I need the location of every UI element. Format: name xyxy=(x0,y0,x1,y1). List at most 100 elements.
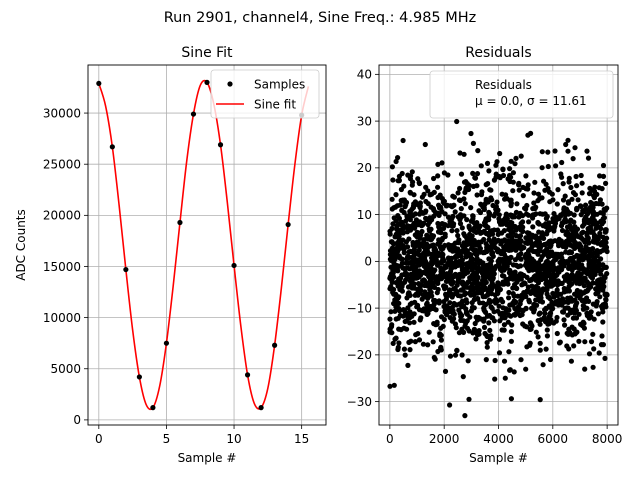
residual-point xyxy=(457,185,463,192)
residual-point xyxy=(470,140,476,146)
residual-point xyxy=(584,288,591,294)
residual-point xyxy=(513,244,520,250)
residual-point xyxy=(473,240,479,246)
residual-point xyxy=(401,346,407,352)
residual-point xyxy=(507,219,514,225)
residual-point xyxy=(492,239,499,245)
residual-point xyxy=(494,248,500,254)
residual-point xyxy=(545,163,551,170)
residual-point xyxy=(598,342,605,348)
residual-point xyxy=(524,289,530,295)
residual-point xyxy=(590,229,596,235)
residual-point xyxy=(581,325,588,331)
residual-point xyxy=(470,216,476,222)
residual-point xyxy=(393,158,399,165)
residual-point xyxy=(572,297,578,303)
residual-point xyxy=(391,205,397,211)
residual-point xyxy=(596,350,602,356)
residual-point xyxy=(544,231,550,237)
residual-point xyxy=(455,214,461,220)
residual-point xyxy=(471,292,477,298)
residual-point xyxy=(573,173,579,180)
residual-point xyxy=(450,193,456,199)
residual-point xyxy=(555,187,561,193)
sample-point xyxy=(272,342,278,348)
residual-point xyxy=(470,264,476,270)
residual-point xyxy=(402,352,408,358)
residual-point xyxy=(397,245,403,251)
residual-point xyxy=(447,402,453,408)
residual-point xyxy=(518,153,524,159)
residual-point xyxy=(519,294,525,300)
residual-point xyxy=(392,297,398,303)
residual-point xyxy=(453,260,459,267)
residual-point xyxy=(566,265,572,271)
residual-point xyxy=(448,256,454,262)
residual-point xyxy=(412,339,418,345)
residual-point xyxy=(464,262,470,268)
residual-point xyxy=(551,320,557,326)
residual-point xyxy=(417,200,423,206)
residual-point xyxy=(533,277,539,283)
sine-fit-ticks: 0 5 10 15 0 5000 10000 15000 20000 25000 30000 xyxy=(43,106,309,446)
residual-point xyxy=(446,277,452,283)
residual-point xyxy=(469,304,476,310)
residuals-ytick-label: 20 xyxy=(357,161,372,175)
residual-point xyxy=(555,268,561,274)
residual-point xyxy=(481,249,487,255)
residual-point xyxy=(472,175,478,181)
residual-point xyxy=(475,148,481,154)
residual-point xyxy=(543,346,549,352)
residual-point xyxy=(475,275,481,281)
residual-point xyxy=(541,315,547,321)
residual-point xyxy=(387,383,393,389)
residuals-xtick-label: 8000 xyxy=(592,432,623,446)
residual-point xyxy=(510,213,516,219)
residual-point xyxy=(582,239,588,245)
residual-point xyxy=(581,304,587,310)
residual-point xyxy=(566,179,572,185)
residual-point xyxy=(506,307,512,313)
residual-point xyxy=(511,300,517,306)
residual-point xyxy=(393,316,399,322)
sample-point xyxy=(109,144,115,150)
residuals-legend-line: μ = 0.0, σ = 11.61 xyxy=(475,94,587,108)
residual-point xyxy=(559,159,565,166)
residual-point xyxy=(400,137,406,144)
residual-point xyxy=(604,292,610,298)
residual-point xyxy=(505,233,511,239)
residuals-ytick-label: 10 xyxy=(357,208,372,222)
residual-point xyxy=(523,366,529,372)
residual-point xyxy=(596,260,602,266)
residual-point xyxy=(423,215,429,221)
residual-point xyxy=(458,317,464,323)
residual-point xyxy=(496,336,502,342)
residual-point xyxy=(409,169,415,175)
residual-point xyxy=(412,225,418,231)
residual-point xyxy=(403,260,409,266)
residual-point xyxy=(457,221,464,227)
residual-point xyxy=(409,300,415,306)
residual-point xyxy=(407,347,413,353)
residual-point xyxy=(461,151,467,157)
residuals-axes: Residuals 0 2000 4000 6000 8000 −30 −20 −10 0 10 2… xyxy=(347,45,623,465)
residual-point xyxy=(486,168,492,174)
sample-point xyxy=(285,221,291,228)
residual-point xyxy=(567,242,573,248)
residuals-xtick-label: 2000 xyxy=(429,432,460,446)
sample-point xyxy=(96,80,102,87)
residual-point xyxy=(590,213,596,219)
residual-point xyxy=(404,229,410,235)
residual-point xyxy=(390,177,396,183)
residual-point xyxy=(519,245,525,251)
residuals-xtick-label: 6000 xyxy=(538,432,569,446)
residual-point xyxy=(588,339,595,345)
residual-point xyxy=(484,160,491,166)
residual-point xyxy=(535,318,541,324)
residual-point xyxy=(598,271,604,277)
residual-point xyxy=(485,287,491,293)
residual-point xyxy=(492,376,498,382)
residual-point xyxy=(525,237,531,243)
residual-point xyxy=(554,201,560,207)
